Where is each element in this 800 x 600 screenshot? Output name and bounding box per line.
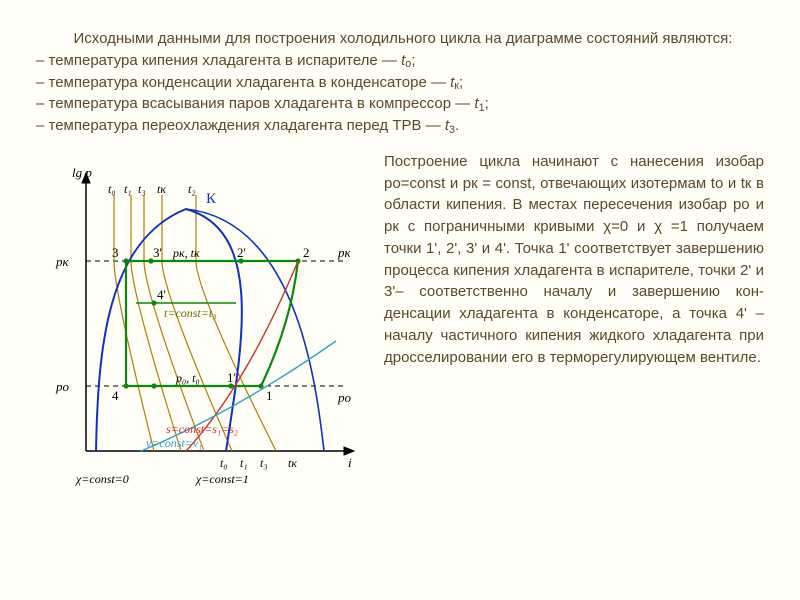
svg-text:t₀: t₀ — [220, 456, 228, 470]
svg-text:t₁: t₁ — [240, 456, 248, 470]
intro-lead: Исходными данными для построения холодил… — [36, 28, 764, 50]
svg-text:pк, tк: pк, tк — [172, 246, 200, 260]
svg-text:tк: tк — [288, 456, 297, 470]
svg-text:χ=const=1: χ=const=1 — [195, 472, 249, 486]
svg-text:tк: tк — [157, 182, 166, 196]
svg-text:pк: pк — [337, 245, 352, 260]
svg-text:s=const=s₁=s₂: s=const=s₁=s₂ — [166, 422, 238, 436]
svg-text:2': 2' — [237, 245, 246, 260]
intro-item-2: – температура всасывания паров хладагент… — [36, 93, 764, 115]
svg-text:К: К — [206, 191, 217, 207]
intro-block: Исходными данными для построения холодил… — [36, 28, 764, 137]
svg-text:i: i — [348, 455, 352, 470]
svg-text:1': 1' — [227, 370, 236, 385]
svg-text:v=const=v₁: v=const=v₁ — [146, 436, 202, 450]
svg-text:4: 4 — [112, 388, 119, 403]
svg-text:4': 4' — [157, 287, 166, 302]
svg-text:3': 3' — [153, 245, 162, 260]
svg-text:p₀, t₀: p₀, t₀ — [175, 371, 200, 385]
svg-text:pк: pк — [55, 254, 70, 269]
svg-text:1: 1 — [266, 388, 273, 403]
svg-text:pо: pо — [337, 390, 352, 405]
state-diagram: lg p i pк pо pк pо t₀ t₁ t₃ tк t₂ t₀ t₁ t₃ tк К 3 3' 2' 2 4 4… — [36, 151, 366, 491]
intro-item-1: – температура конденсации хладагента в к… — [36, 72, 764, 94]
svg-text:t₁: t₁ — [124, 182, 132, 196]
svg-text:t=const=t₃: t=const=t₃ — [164, 306, 216, 320]
svg-text:t₀: t₀ — [108, 182, 116, 196]
svg-text:χ=const=0: χ=const=0 — [75, 472, 129, 486]
svg-text:lg p: lg p — [72, 165, 92, 180]
svg-text:pо: pо — [55, 379, 70, 394]
svg-text:2: 2 — [303, 245, 310, 260]
svg-text:t₂: t₂ — [188, 182, 196, 196]
intro-item-0: – температура кипения хладагента в испар… — [36, 50, 764, 72]
svg-text:t₃: t₃ — [260, 456, 268, 470]
intro-item-3: – температура переохлаждения хладагента … — [36, 115, 764, 137]
side-text: Построение цикла начинают с на­несения и… — [384, 151, 764, 491]
svg-text:3: 3 — [112, 245, 119, 260]
svg-text:t₃: t₃ — [138, 182, 146, 196]
